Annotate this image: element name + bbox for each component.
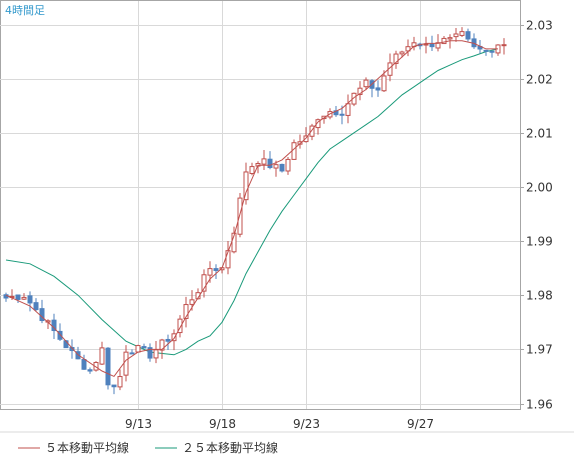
ma5-line <box>5 40 498 378</box>
candle-body <box>129 352 135 355</box>
y-axis: 1.96 1.97 1.98 1.99 2.00 2.01 2.02 2.03 <box>520 19 553 412</box>
candle-body <box>243 171 249 201</box>
candle-body <box>285 158 291 172</box>
legend-ma25-label: ２５本移動平均線 <box>182 440 278 455</box>
candle-body <box>99 347 105 365</box>
candle-body <box>351 92 357 105</box>
candle-body <box>33 302 39 311</box>
x-tick-label: 9/27 <box>407 417 434 431</box>
y-tick-label: 2.00 <box>526 181 553 195</box>
candle-body <box>435 42 441 49</box>
candle-body <box>165 338 171 342</box>
x-axis: 9/13 9/18 9/23 9/27 <box>125 417 434 431</box>
candle-body <box>93 361 99 371</box>
candle-body <box>111 384 117 388</box>
candle-body <box>399 51 405 55</box>
candle-body <box>465 31 471 40</box>
candle-body <box>237 197 243 235</box>
candle-body <box>87 369 93 372</box>
candle-body <box>315 119 321 129</box>
candle-body <box>441 37 447 45</box>
y-tick-label: 1.99 <box>526 235 553 249</box>
candle-body <box>261 158 267 165</box>
candle-body <box>273 164 279 169</box>
candle-body <box>375 87 381 91</box>
x-tick-label: 9/18 <box>209 417 236 431</box>
y-tick-label: 2.01 <box>526 127 553 141</box>
candle-body <box>459 31 465 36</box>
candle-body <box>189 299 195 305</box>
candle-body <box>345 103 351 116</box>
x-tick-label: 9/23 <box>293 417 320 431</box>
candle-body <box>267 158 273 169</box>
candle-body <box>249 166 255 174</box>
candle-body <box>159 339 165 351</box>
candle-body <box>429 43 435 48</box>
grid <box>0 1 520 409</box>
candle-body <box>177 318 183 334</box>
candle-body <box>201 274 207 292</box>
candle-body <box>171 333 177 342</box>
candle-body <box>213 268 219 271</box>
candle-body <box>381 75 387 92</box>
candle-body <box>123 351 129 376</box>
candle-body <box>501 44 507 47</box>
candles <box>3 27 507 395</box>
ma5-series <box>5 40 498 378</box>
candle-body <box>453 33 459 38</box>
candle-body <box>309 125 315 137</box>
candle-body <box>15 294 21 300</box>
y-tick-label: 2.03 <box>526 19 553 33</box>
candle-body <box>141 346 147 349</box>
candle-body <box>483 49 489 52</box>
candle-body <box>153 349 159 359</box>
candle-body <box>489 50 495 53</box>
candle-body <box>207 268 213 276</box>
candle-body <box>147 347 153 359</box>
candle-body <box>291 142 297 160</box>
candle-body <box>357 87 363 96</box>
candle-body <box>117 376 123 388</box>
y-tick-label: 1.97 <box>526 343 553 357</box>
plot-frame <box>0 0 521 410</box>
candle-body <box>27 295 33 304</box>
candle-body <box>393 53 399 64</box>
legend-ma5-label: ５本移動平均線 <box>45 440 129 455</box>
candle-body <box>21 296 27 300</box>
candle-body <box>183 304 189 319</box>
x-tick-label: 9/13 <box>125 417 152 431</box>
candle-body <box>447 37 453 40</box>
y-tick-label: 2.02 <box>526 73 553 87</box>
candle-body <box>279 163 285 172</box>
y-tick-label: 1.96 <box>526 398 553 412</box>
candle-body <box>339 113 345 116</box>
candle-body <box>423 43 429 46</box>
candle-body <box>57 330 63 340</box>
candle-body <box>363 79 369 88</box>
candle-body <box>81 359 87 370</box>
candle-body <box>105 347 111 386</box>
y-tick-label: 1.98 <box>526 289 553 303</box>
candle-body <box>135 345 141 353</box>
chart-title: 4時間足 <box>5 4 45 17</box>
